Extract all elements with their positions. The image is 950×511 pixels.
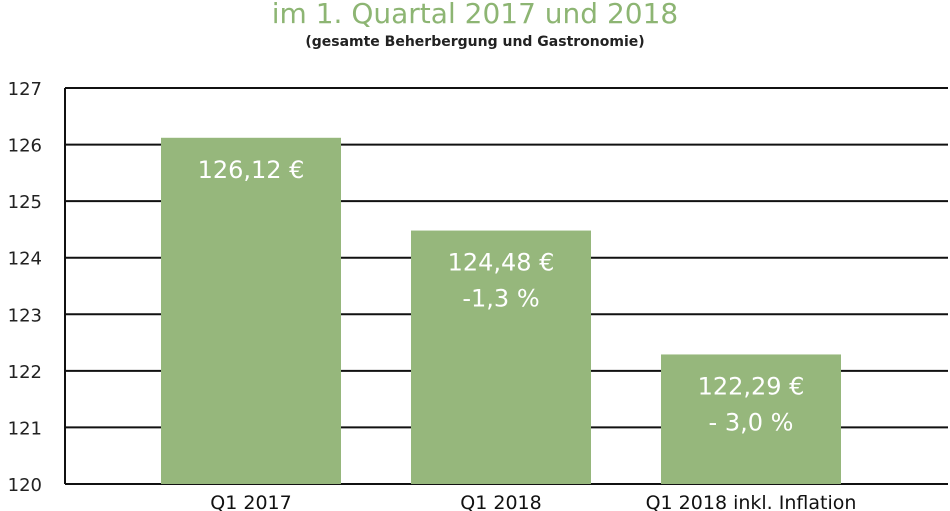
bar-value-label: -1,3 %: [462, 285, 539, 313]
y-tick-label: 125: [8, 192, 42, 213]
bar: [411, 230, 591, 484]
x-tick-label: Q1 2018: [460, 492, 541, 511]
x-tick-label: Q1 2018 inkl. Inflation: [646, 492, 857, 511]
bar-labels: 126,12 € 124,48 € -1,3 % 122,29 € - 3,0 %: [198, 156, 805, 437]
bar-value-label: 126,12 €: [198, 156, 305, 184]
y-tick-label: 123: [8, 305, 42, 326]
bar-value-label: 122,29 €: [698, 372, 805, 400]
x-tick-label: Q1 2017: [210, 492, 291, 511]
y-tick-label: 127: [8, 79, 42, 100]
x-axis-labels: Q1 2017 Q1 2018 Q1 2018 inkl. Inflation: [210, 492, 856, 511]
chart-title: im 1. Quartal 2017 und 2018: [271, 0, 679, 30]
bar-value-label: - 3,0 %: [709, 408, 794, 436]
y-axis: 120 121 122 123 124 125 126 127: [8, 79, 66, 496]
y-tick-label: 120: [8, 475, 42, 496]
bar-value-label: 124,48 €: [448, 249, 555, 277]
bar: [661, 354, 841, 484]
y-tick-label: 122: [8, 362, 42, 383]
chart-subtitle: (gesamte Beherbergung und Gastronomie): [305, 34, 645, 50]
bar: [161, 137, 341, 485]
y-tick-label: 124: [8, 249, 42, 270]
y-tick-label: 126: [8, 136, 42, 157]
y-tick-label: 121: [8, 418, 42, 439]
bars: [161, 137, 841, 485]
